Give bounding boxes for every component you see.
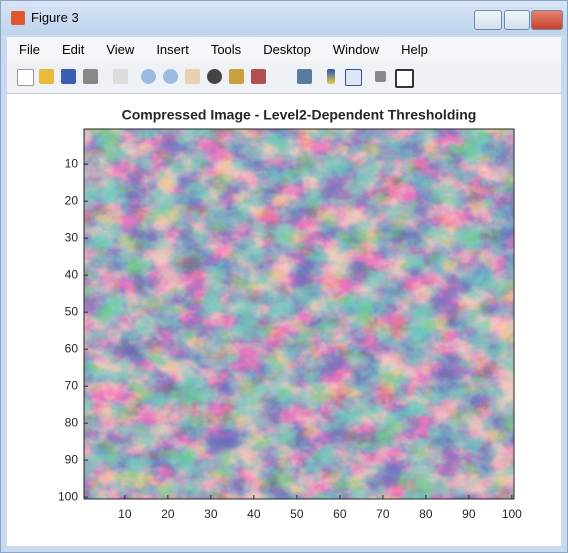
zoom-in-icon[interactable]: [141, 69, 156, 84]
x-tick-label: 40: [247, 507, 261, 521]
y-tick-label: 90: [65, 452, 79, 466]
pan-icon[interactable]: [185, 69, 200, 84]
show-tools-icon[interactable]: [395, 69, 414, 88]
image-grain: [84, 129, 514, 499]
x-tick-label: 30: [204, 507, 218, 521]
x-tick-label: 60: [333, 507, 347, 521]
menu-item[interactable]: Help: [401, 42, 438, 57]
title-bar: Figure 3: [1, 1, 567, 35]
x-tick-label: 80: [419, 507, 433, 521]
maximize-button[interactable]: [504, 10, 530, 30]
menu-item[interactable]: Desktop: [263, 42, 321, 57]
colorbar-icon[interactable]: [327, 69, 335, 84]
y-tick-label: 10: [65, 156, 79, 170]
menu-item[interactable]: File: [19, 42, 50, 57]
figure-window: Figure 3 File Edit View Insert Tools Desktop W…: [0, 0, 568, 553]
x-tick-label: 50: [290, 507, 304, 521]
pointer-icon[interactable]: [113, 69, 128, 84]
y-tick-label: 100: [58, 489, 78, 503]
x-tick-label: 10: [118, 507, 132, 521]
hide-tools-icon[interactable]: [375, 71, 386, 82]
y-tick-label: 20: [65, 193, 79, 207]
menu-item[interactable]: Insert: [156, 42, 199, 57]
image-area: [84, 129, 514, 499]
figure-area: Compressed Image - Level2-Dependent Thre…: [7, 94, 561, 546]
x-tick-label: 90: [462, 507, 476, 521]
minimize-button[interactable]: [474, 10, 502, 30]
menu-bar: File Edit View Insert Tools Desktop Window Help: [7, 37, 561, 61]
y-tick-label: 30: [65, 230, 79, 244]
toolbar: [7, 61, 561, 94]
y-tick-label: 40: [65, 267, 79, 281]
y-tick-label: 60: [65, 341, 79, 355]
y-tick-label: 70: [65, 378, 79, 392]
close-button[interactable]: [531, 10, 563, 30]
chart-title: Compressed Image - Level2-Dependent Thre…: [122, 107, 477, 123]
zoom-out-icon[interactable]: [163, 69, 178, 84]
x-tick-label: 70: [376, 507, 390, 521]
y-tick-label: 80: [65, 415, 79, 429]
datatip-icon[interactable]: [229, 69, 244, 84]
rotate-icon[interactable]: [207, 69, 222, 84]
menu-item[interactable]: Tools: [211, 42, 251, 57]
save-icon[interactable]: [61, 69, 76, 84]
link-icon[interactable]: [297, 69, 312, 84]
new-icon[interactable]: [17, 69, 34, 86]
brush-icon[interactable]: [251, 69, 266, 84]
open-icon[interactable]: [39, 69, 54, 84]
x-tick-label: 20: [161, 507, 175, 521]
window-title: Figure 3: [31, 10, 79, 25]
menu-item[interactable]: Window: [333, 42, 389, 57]
print-icon[interactable]: [83, 69, 98, 84]
y-tick-label: 50: [65, 304, 79, 318]
chart: Compressed Image - Level2-Dependent Thre…: [7, 94, 561, 546]
app-icon: [11, 11, 25, 25]
legend-icon[interactable]: [345, 69, 362, 86]
menu-item[interactable]: Edit: [62, 42, 94, 57]
x-tick-label: 100: [502, 507, 522, 521]
menu-item[interactable]: View: [106, 42, 144, 57]
